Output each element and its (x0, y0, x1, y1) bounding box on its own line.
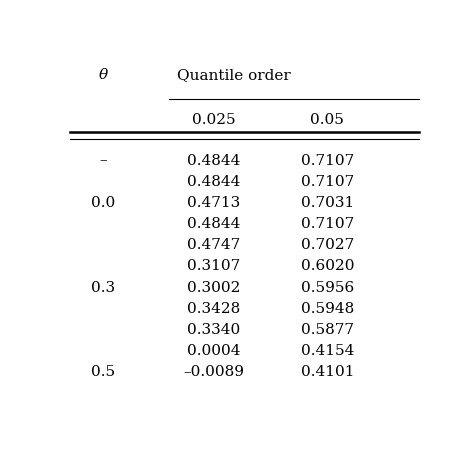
Text: 0.4844: 0.4844 (187, 175, 240, 189)
Text: Quantile order: Quantile order (177, 68, 291, 82)
Text: 0.5: 0.5 (91, 365, 115, 379)
Text: 0.7107: 0.7107 (301, 175, 354, 189)
Text: 0.7107: 0.7107 (301, 154, 354, 168)
Text: 0.5948: 0.5948 (301, 302, 354, 316)
Text: θ: θ (99, 68, 108, 82)
Text: 0.4844: 0.4844 (187, 217, 240, 231)
Text: 0.4747: 0.4747 (187, 238, 240, 252)
Text: –: – (100, 154, 107, 168)
Text: 0.4844: 0.4844 (187, 154, 240, 168)
Text: 0.4713: 0.4713 (187, 196, 240, 210)
Text: 0.6020: 0.6020 (301, 259, 354, 273)
Text: 0.3002: 0.3002 (187, 281, 240, 295)
Text: 0.3107: 0.3107 (187, 259, 240, 273)
Text: 0.4101: 0.4101 (301, 365, 354, 379)
Text: 0.7031: 0.7031 (301, 196, 354, 210)
Text: 0.3: 0.3 (91, 281, 115, 295)
Text: 0.4154: 0.4154 (301, 344, 354, 358)
Text: 0.7107: 0.7107 (301, 217, 354, 231)
Text: 0.0004: 0.0004 (187, 344, 240, 358)
Text: 0.3340: 0.3340 (187, 323, 240, 337)
Text: –0.0089: –0.0089 (183, 365, 244, 379)
Text: 0.0: 0.0 (91, 196, 116, 210)
Text: 0.025: 0.025 (191, 113, 236, 128)
Text: 0.7027: 0.7027 (301, 238, 354, 252)
Text: 0.5956: 0.5956 (301, 281, 354, 295)
Text: 0.05: 0.05 (310, 113, 344, 128)
Text: 0.3428: 0.3428 (187, 302, 240, 316)
Text: 0.5877: 0.5877 (301, 323, 354, 337)
